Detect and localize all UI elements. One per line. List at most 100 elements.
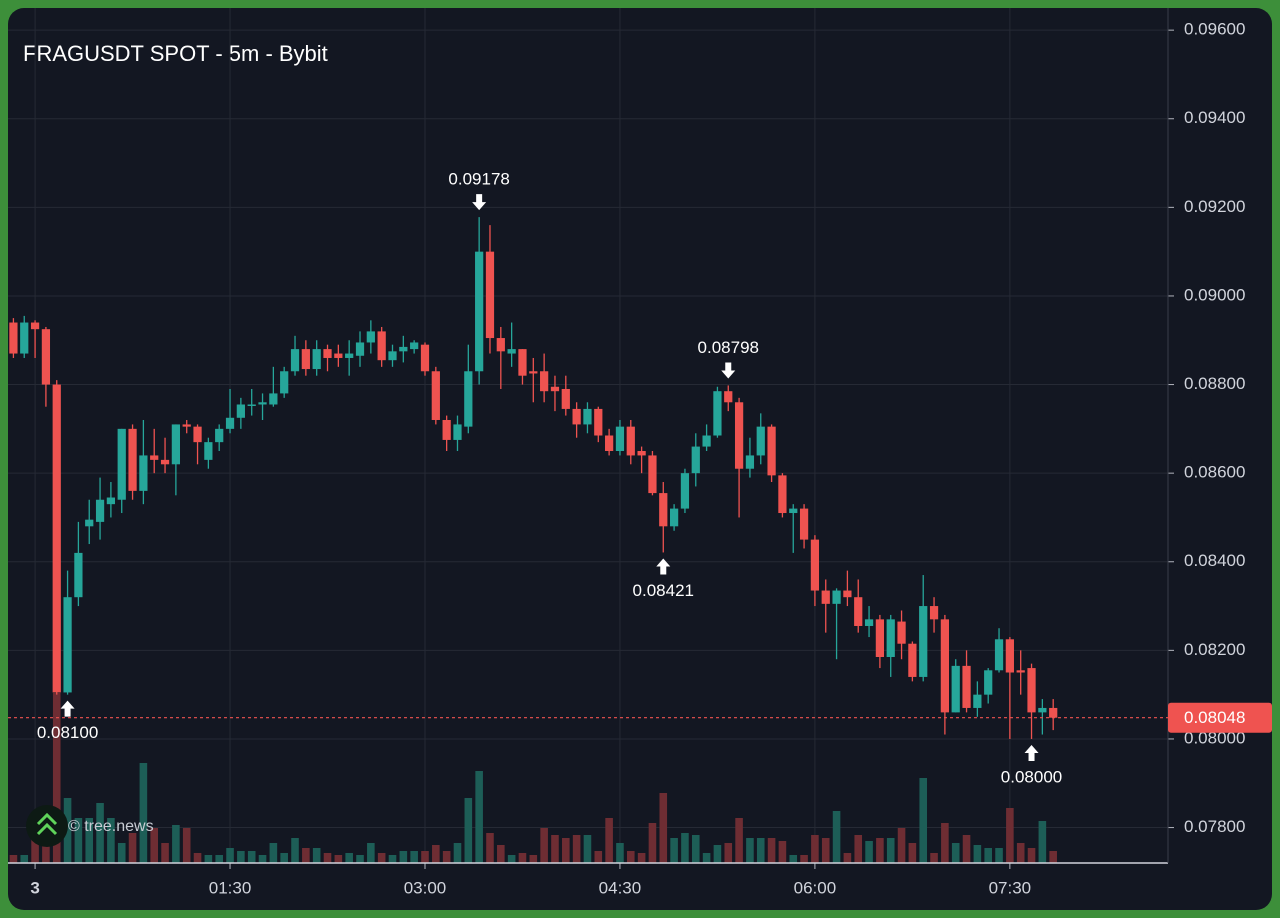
- x-tick-label: 03:00: [404, 878, 447, 897]
- candle-body: [908, 643, 917, 677]
- volume-bar: [42, 843, 50, 863]
- volume-bar: [1027, 848, 1036, 863]
- y-tick-label: 0.09600: [1184, 20, 1245, 39]
- candle-body: [236, 404, 245, 418]
- volume-bar: [930, 853, 938, 863]
- volume-bar: [85, 818, 94, 863]
- volume-bar: [746, 838, 754, 863]
- candle-body: [659, 493, 668, 527]
- candle-body: [951, 665, 960, 713]
- candle-body: [30, 322, 40, 330]
- candle-body: [789, 508, 798, 514]
- volume-bar: [323, 853, 332, 863]
- candle-body: [323, 349, 332, 358]
- volume-bar: [1038, 821, 1047, 863]
- candle-body: [561, 388, 570, 409]
- annotation-label: 0.09178: [448, 170, 509, 189]
- y-tick-label: 0.09400: [1184, 108, 1245, 127]
- volume-bar: [475, 771, 483, 863]
- last-price-label: 0.08048: [1184, 708, 1245, 727]
- volume-bar: [670, 838, 678, 863]
- volume-bar: [811, 835, 819, 863]
- volume-bar: [637, 853, 646, 863]
- volume-bar: [280, 853, 288, 863]
- volume-bar: [367, 843, 375, 863]
- candle-body: [984, 670, 993, 695]
- annotation-label: 0.08100: [37, 723, 98, 742]
- candle-body: [290, 349, 300, 372]
- y-tick-label: 0.08800: [1184, 374, 1245, 393]
- volume-bar: [789, 855, 798, 863]
- volume-bar: [1049, 851, 1057, 863]
- volume-bar: [63, 798, 72, 863]
- candle-body: [150, 455, 159, 460]
- candle-body: [9, 322, 18, 354]
- candle-body: [734, 402, 744, 469]
- candle-body: [388, 351, 397, 361]
- volume-bar: [854, 835, 863, 863]
- candle-body: [485, 251, 495, 339]
- volume-bar: [681, 833, 689, 863]
- volume-bar: [713, 845, 722, 863]
- volume-bar: [778, 841, 787, 863]
- volume-bar: [302, 848, 310, 863]
- volume-bar: [767, 838, 776, 863]
- volume-bar: [20, 855, 29, 863]
- candle-body: [940, 619, 949, 713]
- volume-bar: [204, 855, 213, 863]
- candle-body: [605, 435, 614, 452]
- candle-body: [973, 694, 982, 708]
- volume-bar: [486, 833, 494, 863]
- candle-body: [301, 349, 310, 370]
- volume-bar: [356, 855, 364, 863]
- y-tick-label: 0.07800: [1184, 817, 1245, 836]
- volume-bar: [941, 823, 949, 863]
- volume-bar: [562, 838, 570, 863]
- candle-body: [399, 346, 408, 352]
- candle-body: [139, 455, 148, 491]
- volume-bar: [182, 828, 191, 863]
- volume-bar: [594, 851, 603, 863]
- volume-bar: [117, 843, 126, 863]
- annotation-arrow: [656, 558, 671, 575]
- volume-bar: [865, 841, 873, 863]
- y-tick-label: 0.08000: [1184, 728, 1245, 747]
- y-tick-label: 0.09000: [1184, 285, 1245, 304]
- candle-body: [648, 455, 657, 494]
- volume-bar: [572, 835, 581, 863]
- candle-body: [572, 408, 581, 425]
- candle-body: [1027, 668, 1036, 713]
- volume-bar: [984, 848, 992, 863]
- candle-body: [41, 329, 51, 385]
- volume-bar: [432, 845, 440, 863]
- y-tick-label: 0.09200: [1184, 197, 1245, 216]
- volume-bar: [973, 845, 982, 863]
- volume-bar: [648, 823, 657, 863]
- volume-bar: [150, 828, 159, 863]
- candle-body: [269, 393, 278, 405]
- volume-bar: [139, 763, 148, 863]
- annotation-arrow: [1024, 744, 1039, 761]
- volume-bar: [421, 851, 429, 863]
- candle-body: [518, 349, 527, 376]
- volume-bar: [876, 838, 884, 863]
- volume-bar: [9, 855, 18, 863]
- volume-bar: [919, 778, 928, 863]
- annotation-arrow: [472, 194, 487, 211]
- candle-body: [626, 426, 635, 456]
- candle-body: [767, 426, 776, 476]
- volume-bar: [886, 838, 895, 863]
- candle-body: [540, 371, 549, 392]
- candle-body: [377, 331, 386, 361]
- volume-bar: [551, 835, 559, 863]
- candle-body: [420, 344, 430, 372]
- candle-body: [637, 451, 646, 456]
- volume-bar: [756, 838, 765, 863]
- volume-bar: [334, 855, 343, 863]
- candle-body: [832, 590, 841, 604]
- candle-body: [95, 499, 105, 522]
- volume-bar: [659, 793, 668, 863]
- volume-bar: [951, 843, 960, 863]
- candle-body: [875, 619, 885, 658]
